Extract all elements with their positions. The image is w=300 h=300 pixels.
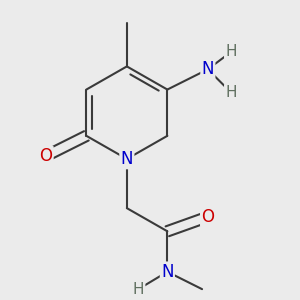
Text: H: H (133, 282, 144, 297)
Text: O: O (201, 208, 214, 226)
Text: N: N (202, 60, 214, 78)
Text: H: H (225, 44, 237, 59)
Text: H: H (225, 85, 237, 100)
Text: O: O (39, 147, 52, 165)
Text: N: N (121, 150, 133, 168)
Text: N: N (161, 263, 174, 281)
